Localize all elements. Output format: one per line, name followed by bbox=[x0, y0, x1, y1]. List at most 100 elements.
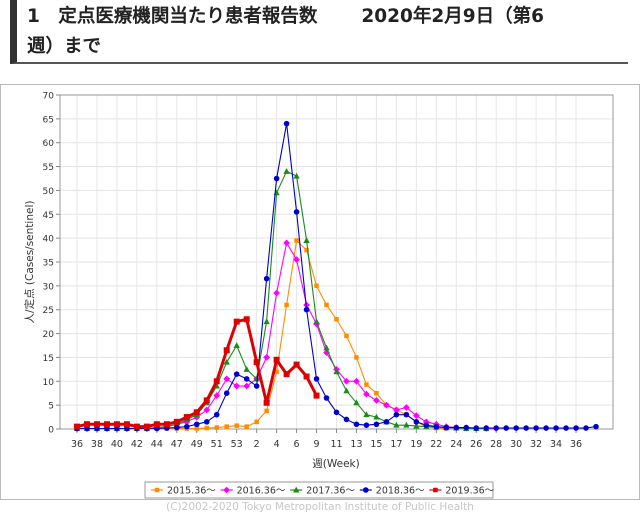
data-point bbox=[283, 167, 290, 174]
data-point bbox=[154, 487, 160, 493]
data-point bbox=[273, 289, 280, 297]
x-tick-label: 24 bbox=[450, 439, 462, 450]
data-point bbox=[573, 425, 579, 431]
data-point bbox=[393, 406, 400, 414]
data-point bbox=[393, 421, 400, 428]
x-tick-label: 40 bbox=[111, 439, 123, 450]
data-point bbox=[354, 355, 359, 360]
data-point bbox=[473, 425, 480, 431]
legend-label: 2017.36～ bbox=[306, 486, 355, 497]
legend: 2015.36～ 2016.36～ 2017.36～ 2018.36～ 2019.36～ bbox=[144, 481, 495, 499]
y-tick-label: 45 bbox=[43, 211, 54, 221]
series bbox=[73, 120, 599, 432]
data-point bbox=[583, 425, 589, 431]
data-point bbox=[523, 425, 529, 431]
data-point bbox=[463, 424, 470, 431]
data-point bbox=[113, 421, 120, 428]
data-point bbox=[364, 382, 369, 387]
x-tick-label: 47 bbox=[171, 439, 183, 450]
data-point bbox=[503, 425, 509, 431]
data-point bbox=[433, 487, 438, 493]
data-point bbox=[253, 375, 260, 382]
data-point bbox=[243, 365, 250, 372]
data-point bbox=[263, 318, 270, 325]
data-point bbox=[143, 423, 150, 430]
data-point bbox=[363, 422, 370, 428]
section-title: 定点医療機関当たり患者報告数 bbox=[58, 6, 318, 27]
data-point bbox=[323, 344, 330, 351]
data-point bbox=[244, 424, 249, 429]
x-tick-label: 6 bbox=[294, 439, 300, 450]
data-point bbox=[204, 425, 209, 431]
x-tick-label: 49 bbox=[191, 439, 203, 450]
x-axis-label: 週(Week) bbox=[312, 458, 359, 470]
legend-label: 2019.36～ bbox=[445, 486, 494, 497]
y-tick-label: 0 bbox=[48, 426, 54, 436]
data-point bbox=[533, 425, 539, 431]
data-point bbox=[193, 409, 200, 416]
x-tick-label: 32 bbox=[530, 439, 542, 450]
data-point bbox=[513, 425, 519, 431]
data-point bbox=[553, 425, 559, 431]
data-point bbox=[353, 399, 360, 406]
data-point bbox=[333, 368, 340, 375]
data-point bbox=[174, 424, 180, 431]
data-point bbox=[303, 237, 310, 244]
y-tick-label: 70 bbox=[43, 92, 55, 102]
x-tick-label: 36 bbox=[71, 439, 83, 450]
data-point bbox=[214, 425, 219, 430]
x-tick-label: 11 bbox=[330, 439, 342, 450]
data-point bbox=[313, 392, 320, 399]
data-point bbox=[213, 378, 220, 385]
y-tick-label: 20 bbox=[43, 330, 55, 340]
data-point bbox=[203, 406, 211, 414]
data-point bbox=[293, 486, 300, 493]
data-point bbox=[363, 487, 369, 493]
y-tick-label: 50 bbox=[43, 187, 55, 197]
data-point bbox=[274, 369, 279, 374]
data-point bbox=[343, 387, 350, 394]
data-point bbox=[353, 377, 360, 385]
data-point bbox=[223, 390, 230, 397]
y-axis-label: 人/定点 (Cases/sentinel) bbox=[23, 201, 36, 324]
x-tick-label: 53 bbox=[231, 439, 243, 450]
data-point bbox=[123, 421, 130, 428]
y-tick-label: 60 bbox=[43, 139, 55, 149]
data-point bbox=[234, 423, 239, 428]
data-point bbox=[103, 421, 110, 428]
y-tick-label: 15 bbox=[43, 354, 54, 364]
x-tick-label: 9 bbox=[314, 439, 320, 450]
data-point bbox=[223, 486, 230, 494]
data-point bbox=[333, 409, 340, 416]
legend-box bbox=[144, 481, 494, 499]
copyright-notice: (C)2002-2020 Tokyo Metropolitan Institut… bbox=[166, 501, 474, 513]
data-point bbox=[443, 424, 450, 431]
x-tick-label: 34 bbox=[550, 439, 562, 450]
data-point bbox=[264, 408, 269, 414]
data-point bbox=[183, 423, 190, 430]
data-point bbox=[402, 404, 410, 411]
data-point bbox=[223, 347, 230, 354]
data-point bbox=[173, 418, 180, 425]
data-point bbox=[294, 238, 299, 243]
x-tick-label: 19 bbox=[410, 439, 422, 450]
data-point bbox=[303, 373, 310, 380]
data-point bbox=[412, 412, 420, 420]
x-tick-label: 51 bbox=[211, 439, 223, 450]
data-point bbox=[223, 358, 230, 365]
data-point bbox=[93, 421, 100, 428]
x-axis-ticks: 36 38 40 42 44 47 49 51 53 2 4 6 9 11 13 15 17 19 22 24 26 28… bbox=[71, 429, 582, 450]
data-point bbox=[153, 421, 160, 428]
data-point bbox=[203, 419, 210, 425]
data-point bbox=[283, 120, 290, 127]
data-point bbox=[283, 371, 290, 378]
data-point bbox=[373, 421, 380, 428]
data-point bbox=[413, 422, 420, 429]
x-tick-label: 38 bbox=[91, 439, 103, 450]
data-point bbox=[183, 414, 190, 421]
data-point bbox=[243, 316, 250, 323]
data-point bbox=[363, 390, 370, 398]
x-tick-label: 44 bbox=[151, 439, 163, 450]
data-point bbox=[383, 401, 390, 409]
data-point bbox=[133, 423, 140, 430]
